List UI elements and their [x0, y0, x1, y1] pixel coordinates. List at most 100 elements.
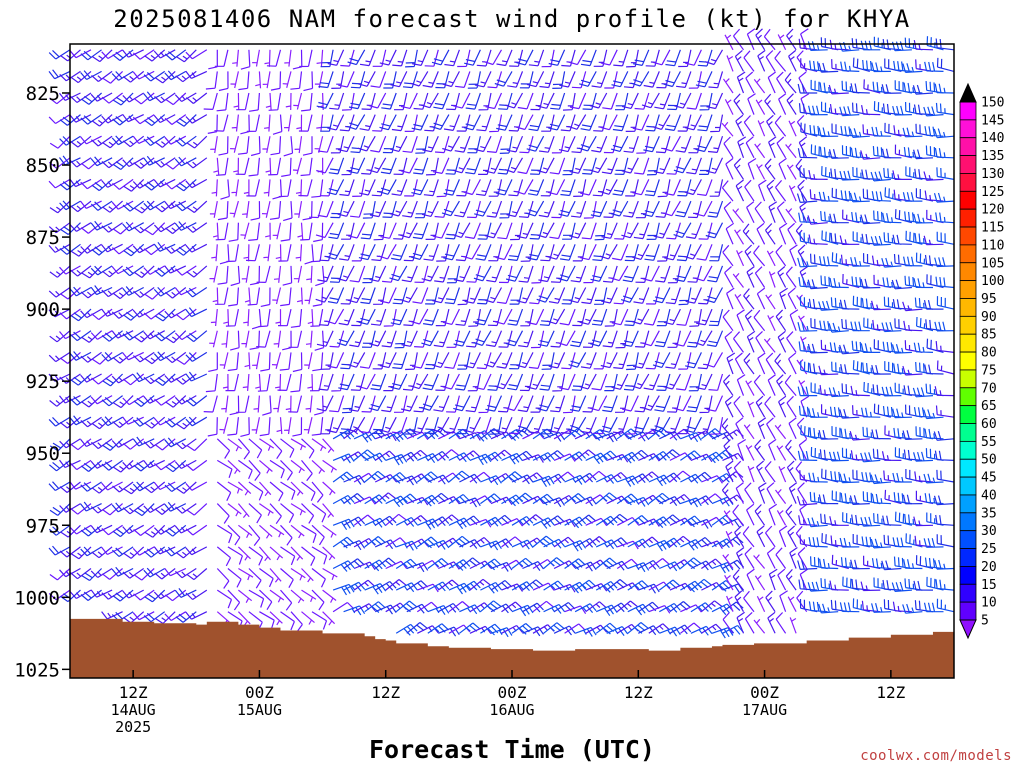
wind-barb	[48, 49, 71, 60]
wind-barb	[374, 492, 396, 505]
colorbar-segment	[959, 458, 977, 478]
wind-barb	[786, 28, 797, 51]
wind-barb	[778, 395, 787, 418]
wind-barb	[756, 525, 766, 548]
wind-barb	[448, 517, 471, 530]
wind-barb	[80, 114, 102, 125]
wind-barb	[850, 321, 870, 332]
wind-barb	[431, 114, 450, 130]
wind-barb	[59, 243, 81, 255]
wind-barb	[701, 428, 723, 440]
wind-barb	[904, 37, 923, 51]
wind-barb	[111, 373, 134, 384]
wind-barb	[601, 287, 618, 304]
wind-barb	[669, 452, 692, 461]
wind-barb	[505, 330, 524, 347]
wind-barb	[420, 92, 439, 109]
wind-barb	[90, 200, 113, 211]
wind-barb	[122, 221, 144, 232]
wind-barb	[558, 135, 576, 153]
wind-barb	[90, 524, 113, 534]
wind-barb	[695, 200, 713, 217]
wind-barb	[391, 416, 408, 434]
wind-barb	[437, 449, 460, 461]
wind-barb	[132, 308, 155, 318]
wind-barb	[764, 93, 776, 115]
wind-barb	[789, 547, 798, 569]
wind-barb	[526, 373, 545, 390]
wind-barb	[923, 409, 944, 420]
wind-barb	[882, 277, 902, 289]
wind-barb	[490, 496, 513, 506]
wind-barb	[311, 459, 326, 474]
wind-barb	[632, 114, 650, 131]
wind-barb	[631, 244, 650, 260]
wind-barb	[881, 560, 902, 571]
wind-barb	[517, 395, 534, 413]
wind-barb	[185, 178, 208, 189]
wind-barb	[744, 244, 755, 267]
wind-barb	[746, 201, 755, 223]
x-tick-label: 12Z	[624, 683, 653, 702]
wind-barb	[465, 92, 481, 110]
wind-barb	[143, 330, 165, 340]
wind-barb	[164, 70, 187, 81]
wind-barb	[81, 265, 103, 279]
wind-barb	[662, 200, 681, 217]
wind-barb	[122, 330, 145, 341]
wind-barb	[644, 179, 660, 197]
wind-barb	[696, 244, 713, 261]
wind-barb	[849, 431, 870, 441]
wind-barb	[480, 600, 502, 613]
wind-barb	[697, 114, 713, 132]
colorbar-label: 125	[981, 185, 1004, 200]
wind-barb	[925, 383, 944, 397]
wind-barb	[595, 622, 618, 635]
wind-barb	[326, 244, 345, 260]
wind-barb	[307, 309, 314, 327]
wind-barb	[185, 395, 208, 407]
wind-barb	[726, 287, 735, 310]
wind-barb	[452, 157, 471, 174]
wind-barb	[652, 416, 671, 433]
wind-barb	[706, 92, 724, 110]
wind-barb	[111, 502, 134, 513]
wind-barb	[174, 459, 197, 470]
wind-barb	[631, 308, 650, 325]
wind-barb	[768, 438, 777, 461]
wind-barb	[627, 562, 650, 573]
wind-barb	[164, 611, 187, 622]
wind-barb	[318, 373, 334, 391]
wind-barb	[416, 536, 439, 549]
wind-barb	[90, 135, 113, 147]
wind-barb	[69, 415, 92, 426]
wind-barb	[406, 449, 428, 461]
wind-barb	[558, 200, 576, 217]
wind-barb	[809, 60, 828, 72]
wind-barb	[574, 496, 597, 507]
wind-barb	[568, 49, 587, 66]
wind-barb	[379, 114, 397, 131]
wind-barb	[385, 472, 407, 484]
wind-barb	[709, 179, 724, 197]
wind-barb	[574, 561, 597, 572]
wind-barb	[237, 481, 252, 496]
wind-barb	[101, 416, 123, 427]
wind-barb	[633, 222, 650, 240]
wind-barb	[290, 309, 303, 328]
wind-barb	[755, 330, 766, 353]
wind-barb	[70, 568, 92, 580]
wind-barb	[537, 395, 555, 412]
wind-barb	[364, 536, 386, 548]
wind-barb	[841, 447, 860, 461]
wind-barb	[829, 580, 849, 591]
wind-barb	[579, 373, 597, 390]
wind-barb	[810, 446, 828, 461]
wind-barb	[410, 244, 429, 260]
wind-barb	[934, 83, 955, 94]
wind-barb	[819, 146, 839, 159]
wind-barb	[221, 330, 229, 348]
wind-barb	[933, 431, 955, 441]
wind-barb	[432, 287, 450, 304]
wind-barb	[839, 106, 860, 117]
